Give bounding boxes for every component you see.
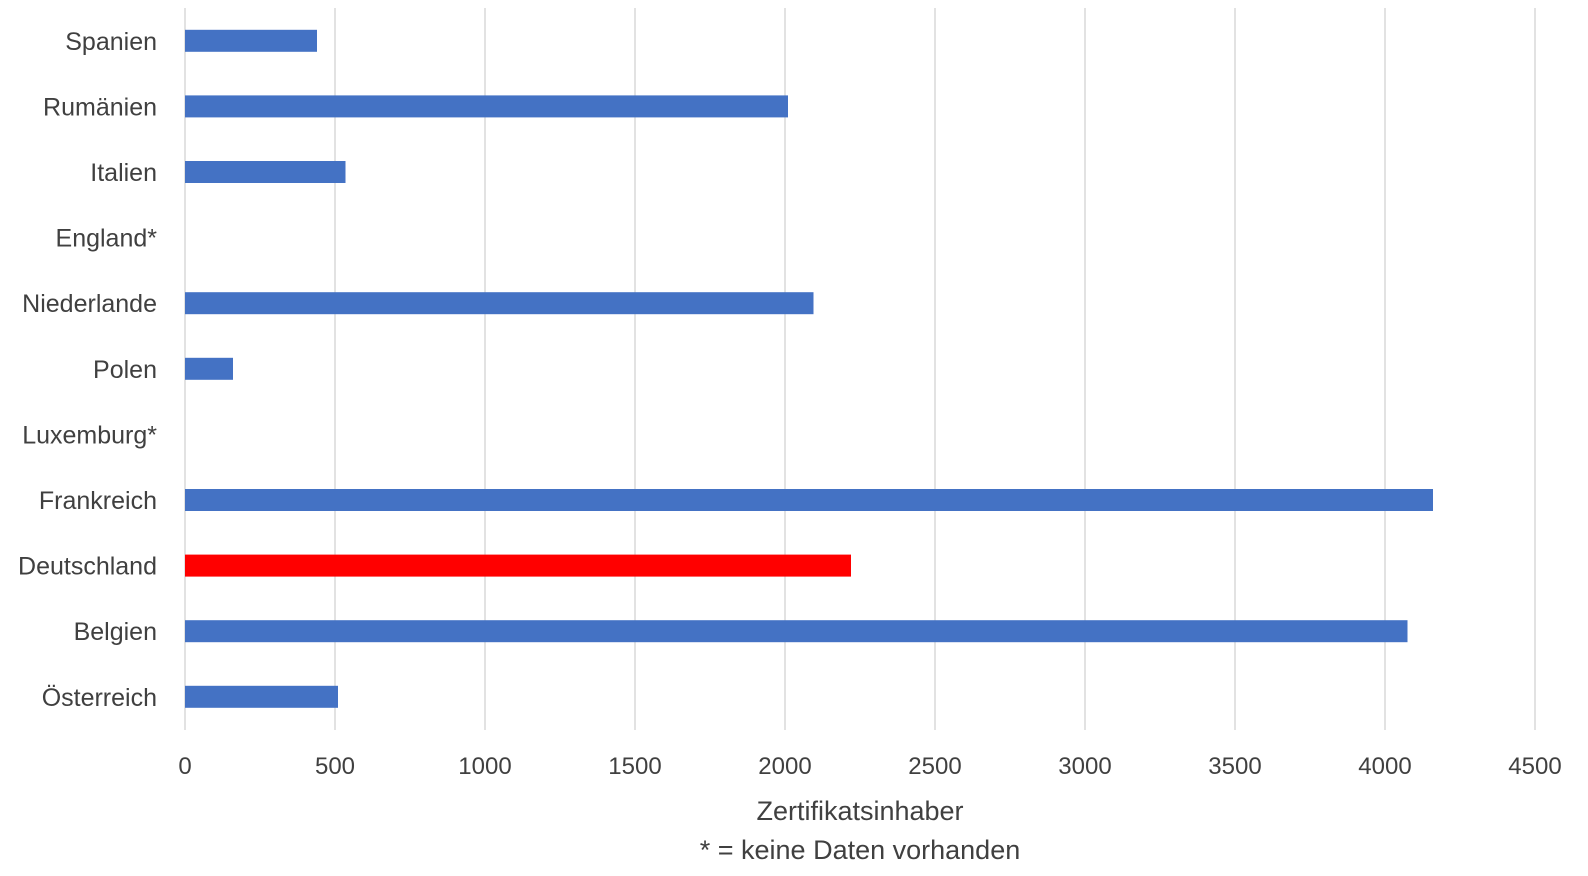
bar (185, 292, 814, 315)
bar (185, 554, 851, 577)
x-tick-label: 1500 (608, 753, 661, 780)
bar (185, 489, 1433, 511)
category-label: England* (56, 225, 158, 253)
category-label: Polen (93, 356, 157, 384)
x-tick-label: 4500 (1508, 753, 1561, 780)
x-tick-label: 0 (178, 753, 191, 780)
x-tick-label: 1000 (458, 753, 511, 780)
category-label: Deutschland (18, 553, 157, 581)
bar (185, 685, 338, 708)
x-tick-label: 3000 (1058, 753, 1111, 780)
x-tick-label: 2000 (758, 753, 811, 780)
category-label: Österreich (42, 684, 157, 712)
category-labels: Spanien Rumänien Italien England* Niederland… (18, 28, 157, 712)
bar (185, 620, 1408, 643)
category-label: Niederlande (22, 290, 157, 318)
category-label: Frankreich (39, 487, 157, 515)
x-tick-label: 3500 (1208, 753, 1261, 780)
bar (185, 95, 788, 118)
footnote: * = keine Daten vorhanden (700, 835, 1020, 865)
gridlines (184, 8, 1536, 730)
bar (185, 161, 346, 183)
category-label: Belgien (74, 618, 157, 646)
bar (185, 357, 233, 380)
category-label: Luxemburg* (22, 421, 157, 449)
category-label: Italien (90, 159, 157, 187)
x-tick-label: 2500 (908, 753, 961, 780)
bars (185, 29, 1433, 708)
bar (185, 29, 317, 52)
x-tick-labels: 0 500 1000 1500 2000 2500 3000 3500 4000 4500 (178, 753, 1561, 780)
category-label: Spanien (65, 28, 157, 56)
category-label: Rumänien (43, 93, 157, 121)
x-tick-label: 500 (315, 753, 355, 780)
x-tick-label: 4000 (1358, 753, 1411, 780)
x-axis-title: Zertifikatsinhaber (756, 796, 963, 826)
